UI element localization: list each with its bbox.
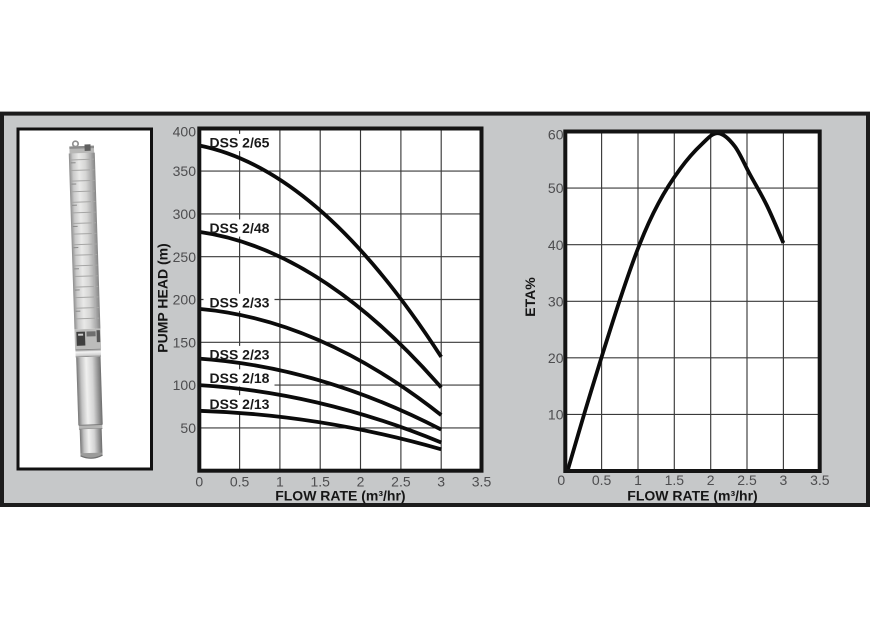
- svg-text:50: 50: [548, 180, 564, 196]
- svg-text:1: 1: [634, 472, 642, 488]
- svg-text:400: 400: [173, 123, 197, 139]
- svg-text:DSS 2/65: DSS 2/65: [210, 135, 270, 151]
- svg-text:10: 10: [548, 407, 564, 423]
- svg-text:DSS 2/18: DSS 2/18: [210, 370, 270, 386]
- svg-text:1.5: 1.5: [665, 472, 685, 488]
- svg-text:100: 100: [173, 377, 197, 393]
- svg-text:30: 30: [548, 293, 564, 309]
- svg-text:150: 150: [173, 334, 197, 350]
- svg-text:350: 350: [173, 163, 197, 179]
- svg-text:3: 3: [437, 473, 445, 489]
- svg-text:DSS 2/13: DSS 2/13: [210, 396, 270, 412]
- svg-text:300: 300: [173, 206, 197, 222]
- svg-text:PUMP HEAD (m): PUMP HEAD (m): [155, 243, 171, 352]
- svg-text:0.5: 0.5: [230, 473, 250, 489]
- svg-text:0.5: 0.5: [592, 472, 612, 488]
- svg-text:ETA%: ETA%: [522, 277, 538, 317]
- svg-text:2: 2: [357, 473, 365, 489]
- svg-text:2.5: 2.5: [737, 472, 757, 488]
- svg-text:50: 50: [180, 420, 196, 436]
- svg-text:40: 40: [548, 237, 564, 253]
- svg-text:60: 60: [548, 127, 564, 143]
- svg-text:1.5: 1.5: [310, 473, 330, 489]
- svg-text:20: 20: [548, 350, 564, 366]
- svg-text:3.5: 3.5: [472, 473, 492, 489]
- svg-text:FLOW RATE (m³/hr): FLOW RATE (m³/hr): [627, 487, 757, 503]
- svg-text:DSS 2/48: DSS 2/48: [210, 220, 270, 236]
- svg-text:250: 250: [173, 249, 197, 265]
- svg-text:DSS 2/33: DSS 2/33: [210, 294, 270, 310]
- svg-text:1: 1: [276, 473, 284, 489]
- svg-text:200: 200: [173, 292, 197, 308]
- svg-text:3: 3: [780, 472, 788, 488]
- svg-text:0: 0: [557, 472, 565, 488]
- svg-text:2.5: 2.5: [391, 473, 411, 489]
- svg-text:DSS 2/23: DSS 2/23: [210, 347, 270, 363]
- svg-text:FLOW RATE (m³/hr): FLOW RATE (m³/hr): [275, 487, 405, 503]
- svg-text:2: 2: [707, 472, 715, 488]
- svg-text:3.5: 3.5: [810, 472, 830, 488]
- svg-text:0: 0: [195, 473, 203, 489]
